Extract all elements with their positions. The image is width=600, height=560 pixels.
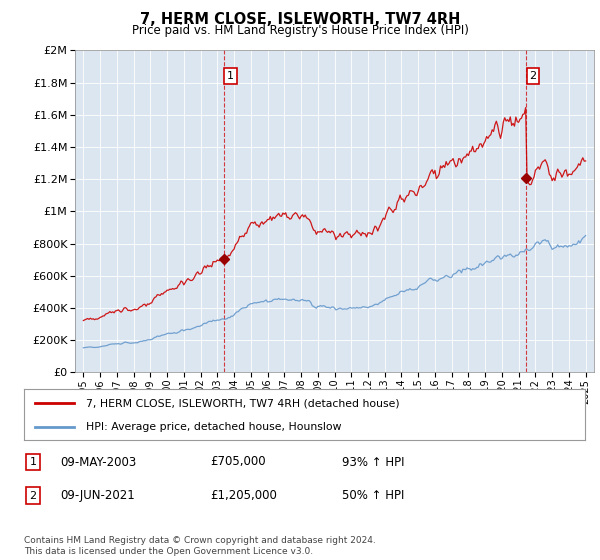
Text: 50% ↑ HPI: 50% ↑ HPI [342,489,404,502]
Text: 7, HERM CLOSE, ISLEWORTH, TW7 4RH (detached house): 7, HERM CLOSE, ISLEWORTH, TW7 4RH (detac… [86,398,400,408]
Text: 09-MAY-2003: 09-MAY-2003 [60,455,136,469]
Text: 1: 1 [29,457,37,467]
Text: 7, HERM CLOSE, ISLEWORTH, TW7 4RH: 7, HERM CLOSE, ISLEWORTH, TW7 4RH [140,12,460,27]
Text: 1: 1 [227,71,234,81]
Text: 2: 2 [29,491,37,501]
Text: Price paid vs. HM Land Registry's House Price Index (HPI): Price paid vs. HM Land Registry's House … [131,24,469,37]
Text: £1,205,000: £1,205,000 [210,489,277,502]
Text: 93% ↑ HPI: 93% ↑ HPI [342,455,404,469]
Text: Contains HM Land Registry data © Crown copyright and database right 2024.
This d: Contains HM Land Registry data © Crown c… [24,536,376,556]
Text: 2: 2 [529,71,536,81]
Text: HPI: Average price, detached house, Hounslow: HPI: Average price, detached house, Houn… [86,422,341,432]
Text: 09-JUN-2021: 09-JUN-2021 [60,489,135,502]
Text: £705,000: £705,000 [210,455,266,469]
